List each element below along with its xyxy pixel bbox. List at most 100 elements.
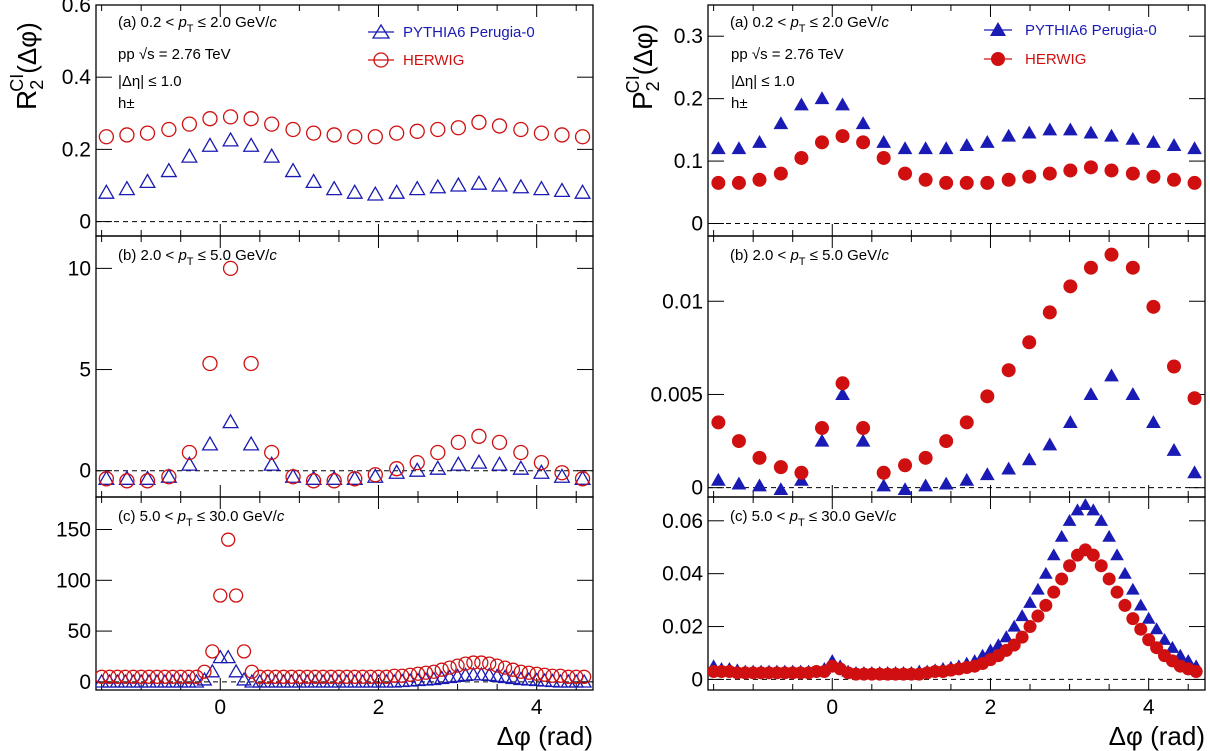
point-herwig-right-a <box>918 172 933 187</box>
point-herwig-left-c <box>434 662 449 677</box>
point-herwig-right-c <box>1126 612 1140 626</box>
point-herwig-right-a <box>1042 166 1057 181</box>
point-pythia-left-a <box>429 178 447 194</box>
xtick-label-right-c: 2 <box>985 696 997 719</box>
left-info-block: pp √s = 2.76 TeV |Δη| ≤ 1.0 h± <box>118 46 231 112</box>
point-herwig-right-b <box>980 389 995 404</box>
ytick-label-right-b: 0.005 <box>650 383 703 406</box>
point-pythia-right-b <box>959 472 975 486</box>
point-pythia-right-b <box>731 476 747 490</box>
point-herwig-left-c <box>323 669 339 684</box>
point-pythia-left-c <box>465 666 482 681</box>
markers-right-b <box>711 247 1202 496</box>
point-herwig-left-a <box>98 129 115 145</box>
panel-frame-right-b <box>707 235 1206 498</box>
point-pythia-right-a <box>794 97 809 111</box>
point-herwig-left-a <box>243 111 259 127</box>
point-pythia-left-c <box>236 671 252 686</box>
point-herwig-right-b <box>898 458 913 473</box>
point-herwig-right-b <box>918 450 933 465</box>
point-herwig-left-b <box>533 454 550 471</box>
ytick-label-left-c: 50 <box>68 620 91 643</box>
point-herwig-left-a <box>554 127 570 143</box>
point-pythia-left-a <box>346 184 364 199</box>
point-herwig-left-a <box>367 129 383 145</box>
point-herwig-right-a <box>1146 169 1161 184</box>
point-herwig-left-a <box>533 125 550 141</box>
point-herwig-left-c <box>355 669 370 684</box>
ytick-label-right-c: 0.02 <box>662 616 703 639</box>
point-herwig-left-b <box>139 473 156 489</box>
point-herwig-left-b <box>430 444 446 461</box>
point-pythia-right-a <box>979 135 995 148</box>
point-pythia-left-a <box>512 178 530 194</box>
point-pythia-left-c <box>497 669 513 684</box>
left-info-system: pp √s = 2.76 TeV <box>118 46 231 63</box>
point-herwig-left-b <box>389 461 405 477</box>
point-pythia-left-b <box>97 470 115 485</box>
point-herwig-left-b <box>326 473 342 489</box>
point-pythia-left-c <box>196 671 213 686</box>
point-herwig-left-b <box>409 454 425 471</box>
point-pythia-right-a <box>1104 128 1119 142</box>
point-pythia-right-a <box>1187 141 1202 155</box>
point-herwig-left-c <box>236 644 252 659</box>
ytick-label-right-a: 0 <box>691 213 703 236</box>
point-herwig-left-b <box>347 471 363 487</box>
point-herwig-left-c <box>402 667 418 682</box>
point-herwig-left-c <box>260 669 275 684</box>
point-herwig-left-c <box>173 669 188 684</box>
ytick-label-left-c: 150 <box>56 519 91 542</box>
point-herwig-left-a <box>513 121 529 138</box>
point-herwig-left-b <box>119 473 135 489</box>
point-herwig-left-c <box>197 664 212 679</box>
xtick-label-left-c: 4 <box>531 696 543 719</box>
point-pythia-right-c <box>1015 609 1029 622</box>
point-herwig-left-c <box>165 669 180 684</box>
point-pythia-left-b <box>512 460 530 475</box>
point-pythia-right-a <box>1001 128 1017 142</box>
point-pythia-right-c <box>1086 503 1101 516</box>
point-herwig-left-c <box>284 669 299 684</box>
markers-right-a <box>711 91 1202 190</box>
ytick-label-right-a: 0.2 <box>674 88 703 111</box>
point-pythia-right-b <box>814 433 830 447</box>
point-herwig-right-c <box>1031 609 1045 623</box>
point-pythia-right-c <box>1141 611 1156 624</box>
point-herwig-right-a <box>1187 175 1202 190</box>
point-herwig-left-c <box>244 664 260 679</box>
point-herwig-left-c <box>110 669 125 684</box>
point-pythia-right-a <box>835 97 850 111</box>
xtick-label-right-c: 4 <box>1143 696 1155 719</box>
point-pythia-left-a <box>408 180 426 196</box>
markers-left-c <box>96 532 593 688</box>
markers-left-a <box>97 109 592 201</box>
point-herwig-right-c <box>1150 641 1164 655</box>
panel-frame-right-c <box>707 496 1206 691</box>
point-herwig-right-a <box>773 166 788 181</box>
point-herwig-left-b <box>181 444 198 461</box>
left-legend-herwig-marker <box>373 52 389 68</box>
point-pythia-left-a <box>263 147 281 163</box>
point-pythia-left-a <box>180 147 198 163</box>
xtick-label-left-c: 2 <box>373 696 385 719</box>
point-herwig-left-c <box>102 669 117 684</box>
right-legend-herwig-label: HERWIG <box>1025 51 1086 68</box>
pt-label-right-b: (b) 2.0 < pT ≤ 5.0 GeV/c <box>730 247 889 268</box>
point-herwig-left-a <box>574 129 591 145</box>
point-pythia-left-b <box>491 455 508 471</box>
point-pythia-left-c <box>481 667 498 682</box>
panel-left-c: 0 2 4 0 50 100 150 (c) 5.0 < pT ≤ 30.0 GeV/c <box>56 496 594 719</box>
point-herwig-left-c <box>292 669 307 684</box>
point-herwig-left-a <box>181 116 198 132</box>
point-herwig-left-b <box>367 467 383 483</box>
panel-left-b: 0 5 10 (b) 2.0 < pT ≤ 5.0 GeV/c <box>68 235 594 498</box>
point-herwig-left-c <box>513 664 529 679</box>
point-pythia-right-b <box>1083 387 1099 400</box>
point-pythia-right-b <box>1125 387 1141 400</box>
point-herwig-left-c <box>252 669 267 684</box>
left-ylabel-sup: CI <box>7 74 27 92</box>
point-herwig-left-b <box>491 434 508 451</box>
panels-layer: 0 0.2 0.4 0.6 (a) 0.2 < pT ≤ 2.0 GeV/c 0 5 10 (b… <box>56 0 1206 719</box>
